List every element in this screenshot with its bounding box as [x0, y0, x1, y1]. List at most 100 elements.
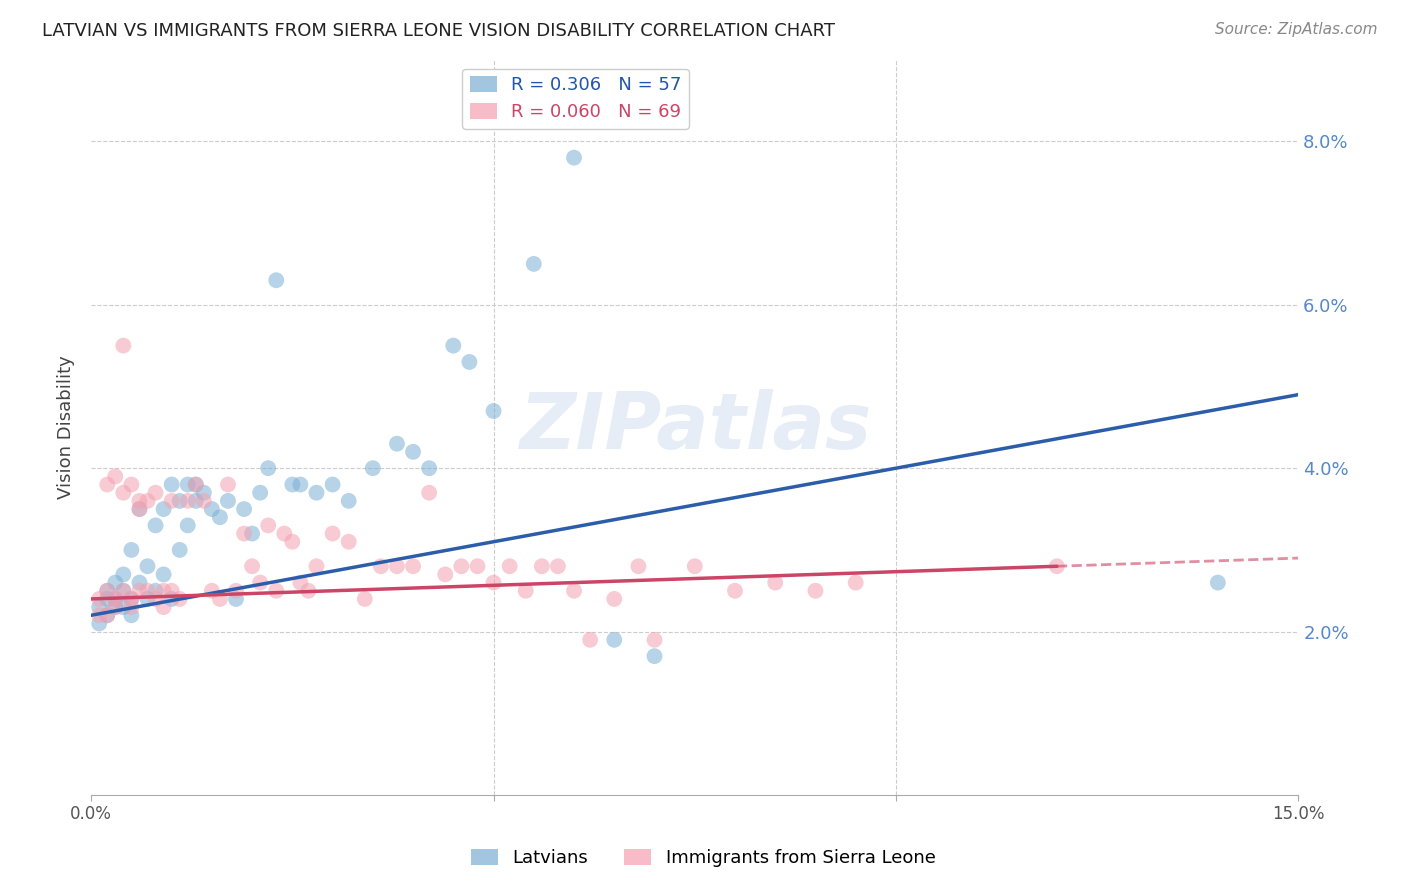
Point: [361, 461, 384, 475]
Point: [530, 559, 553, 574]
Point: [136, 559, 159, 574]
Point: [112, 485, 135, 500]
Point: [120, 600, 142, 615]
Point: [112, 567, 135, 582]
Point: [152, 600, 174, 615]
Point: [145, 485, 167, 500]
Point: [450, 559, 472, 574]
Point: [385, 559, 408, 574]
Point: [177, 518, 200, 533]
Point: [233, 502, 256, 516]
Point: [120, 608, 142, 623]
Point: [845, 575, 868, 590]
Point: [562, 583, 585, 598]
Point: [104, 469, 127, 483]
Point: [120, 591, 142, 606]
Point: [177, 477, 200, 491]
Point: [160, 494, 183, 508]
Point: [177, 494, 200, 508]
Point: [169, 542, 191, 557]
Point: [418, 461, 440, 475]
Point: [290, 575, 312, 590]
Point: [515, 583, 537, 598]
Point: [136, 494, 159, 508]
Point: [128, 502, 150, 516]
Point: [184, 477, 207, 491]
Point: [498, 559, 520, 574]
Point: [482, 575, 505, 590]
Point: [353, 591, 375, 606]
Point: [96, 583, 118, 598]
Point: [337, 494, 360, 508]
Point: [160, 591, 183, 606]
Point: [112, 600, 135, 615]
Text: ZIPatlas: ZIPatlas: [519, 389, 870, 466]
Point: [112, 583, 135, 598]
Point: [281, 534, 304, 549]
Point: [337, 534, 360, 549]
Legend: Latvians, Immigrants from Sierra Leone: Latvians, Immigrants from Sierra Leone: [464, 841, 942, 874]
Point: [104, 600, 127, 615]
Point: [402, 445, 425, 459]
Point: [562, 151, 585, 165]
Point: [233, 526, 256, 541]
Point: [322, 526, 344, 541]
Point: [523, 257, 546, 271]
Point: [120, 477, 142, 491]
Text: Source: ZipAtlas.com: Source: ZipAtlas.com: [1215, 22, 1378, 37]
Point: [763, 575, 786, 590]
Point: [96, 608, 118, 623]
Point: [120, 542, 142, 557]
Point: [1206, 575, 1229, 590]
Point: [208, 591, 231, 606]
Point: [112, 338, 135, 352]
Point: [418, 485, 440, 500]
Point: [305, 559, 328, 574]
Point: [193, 494, 215, 508]
Point: [89, 600, 111, 615]
Point: [281, 477, 304, 491]
Point: [128, 502, 150, 516]
Point: [145, 583, 167, 598]
Point: [1046, 559, 1069, 574]
Point: [184, 494, 207, 508]
Point: [257, 518, 280, 533]
Point: [804, 583, 827, 598]
Point: [402, 559, 425, 574]
Point: [208, 510, 231, 524]
Point: [217, 494, 239, 508]
Point: [152, 502, 174, 516]
Point: [290, 477, 312, 491]
Point: [240, 559, 263, 574]
Point: [201, 502, 224, 516]
Point: [257, 461, 280, 475]
Point: [644, 632, 666, 647]
Point: [249, 575, 271, 590]
Point: [169, 591, 191, 606]
Point: [193, 485, 215, 500]
Point: [240, 526, 263, 541]
Point: [482, 404, 505, 418]
Point: [89, 608, 111, 623]
Point: [217, 477, 239, 491]
Point: [458, 355, 481, 369]
Point: [169, 494, 191, 508]
Point: [434, 567, 457, 582]
Point: [136, 583, 159, 598]
Point: [160, 583, 183, 598]
Legend: R = 0.306   N = 57, R = 0.060   N = 69: R = 0.306 N = 57, R = 0.060 N = 69: [463, 69, 689, 128]
Point: [467, 559, 489, 574]
Point: [96, 591, 118, 606]
Point: [603, 591, 626, 606]
Point: [683, 559, 706, 574]
Point: [627, 559, 650, 574]
Point: [225, 591, 247, 606]
Point: [249, 485, 271, 500]
Point: [644, 649, 666, 664]
Point: [160, 477, 183, 491]
Point: [322, 477, 344, 491]
Point: [441, 338, 464, 352]
Point: [89, 616, 111, 631]
Point: [120, 591, 142, 606]
Point: [104, 591, 127, 606]
